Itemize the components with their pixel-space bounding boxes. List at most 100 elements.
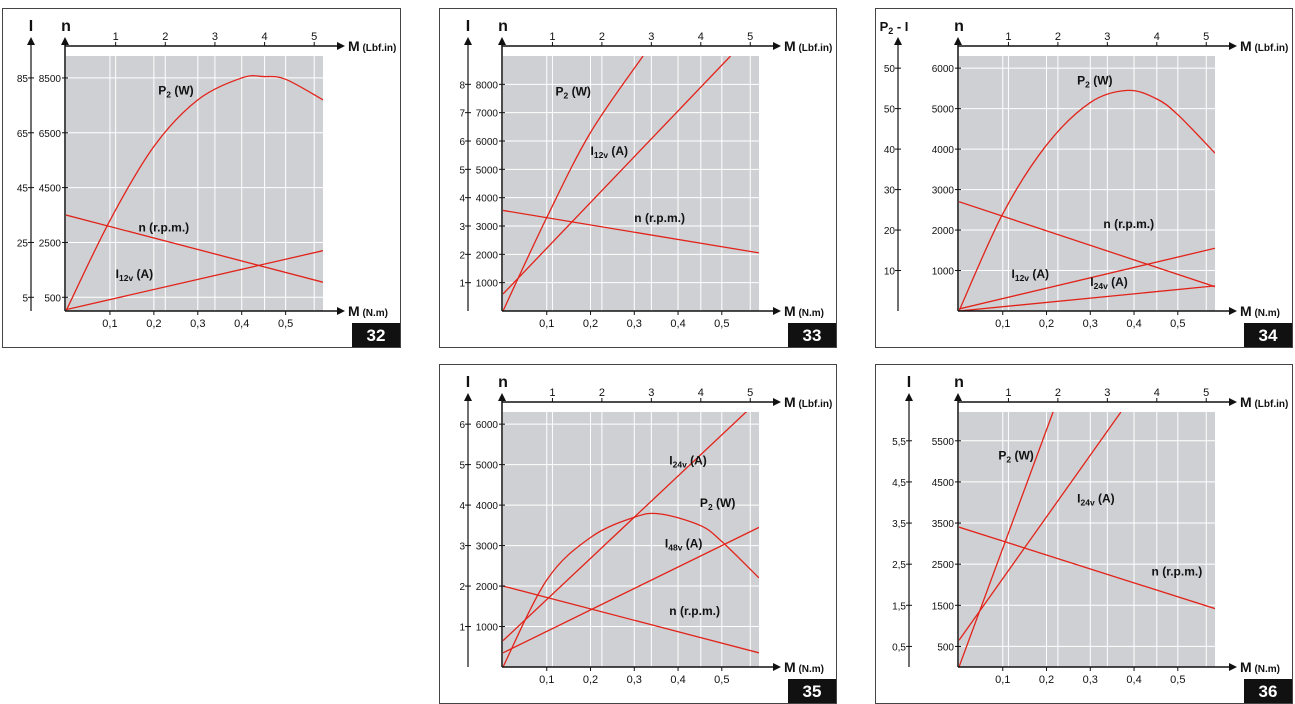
grid xyxy=(66,56,323,311)
bottom-tick-label: 0,4 xyxy=(234,318,249,330)
top-tick-label: 4 xyxy=(698,387,704,399)
figure-badge xyxy=(788,679,836,703)
series-line-p2 xyxy=(959,412,1054,667)
series-label: n (r.p.m.) xyxy=(669,604,720,618)
figure-number: 34 xyxy=(1259,326,1278,345)
series-label: I12v (A) xyxy=(1012,267,1050,283)
series-line-n xyxy=(959,201,1215,288)
top-axis-unit: (Lbf.in) xyxy=(1252,399,1289,410)
n-tick-label: 8000 xyxy=(476,80,499,91)
figure-number: 33 xyxy=(803,326,822,345)
series-group xyxy=(503,412,759,667)
i-tick-label: 5 xyxy=(459,461,465,472)
i-tick-label: 4 xyxy=(459,194,465,205)
top-axis-unit: (Lbf.in) xyxy=(796,399,833,410)
series-label: I24v (A) xyxy=(669,454,707,470)
series-group xyxy=(959,89,1215,311)
bottom-tick-label: 0,1 xyxy=(995,674,1010,686)
series-label: I12v (A) xyxy=(116,267,154,283)
chart-panel-35: n I 1 1000 2 2000 3 3000 4 4000 5 5000 6 6000 0,1 0,2 0,… xyxy=(439,364,837,704)
bottom-axis-name: M xyxy=(784,303,796,319)
i-axis-label: I xyxy=(29,18,33,35)
series-label: P2 (W) xyxy=(158,83,193,99)
i-tick-label: 6 xyxy=(459,420,465,431)
n-tick-label: 500 xyxy=(44,293,61,304)
top-axis-title: M (Lbf.in) xyxy=(348,38,396,54)
i-axis-label: I xyxy=(466,18,470,35)
bottom-axis-unit: (N.m) xyxy=(796,308,824,319)
series-label: P2 (W) xyxy=(700,496,735,512)
axis-arrow-icon xyxy=(954,393,962,401)
bottom-axis-title: M (N.m) xyxy=(348,303,388,319)
n-tick-label: 1000 xyxy=(476,623,499,634)
i-tick-label: 20 xyxy=(884,226,896,237)
i-tick-label: 4 xyxy=(459,501,465,512)
i-tick-label: 1,5 xyxy=(892,601,906,612)
top-tick-label: 3 xyxy=(212,31,218,43)
axis-arrow-icon xyxy=(498,393,506,401)
top-tick-label: 3 xyxy=(648,31,654,43)
i-axis-label: I xyxy=(907,374,911,391)
n-axis-label: n xyxy=(61,18,71,35)
top-axis-name: M xyxy=(1240,38,1252,54)
series-line-i12 xyxy=(503,56,732,295)
n-tick-label: 4000 xyxy=(932,145,955,156)
i-tick-label: 25 xyxy=(17,238,29,249)
top-tick-label: 1 xyxy=(549,387,555,399)
bottom-tick-label: 0,2 xyxy=(146,318,161,330)
top-tick-label: 5 xyxy=(1203,31,1209,43)
n-tick-label: 3500 xyxy=(932,519,955,530)
grid xyxy=(503,56,759,311)
top-tick-label: 4 xyxy=(698,31,704,43)
bottom-tick-label: 0,3 xyxy=(190,318,205,330)
chart-svg: n I 0,5 500 1,5 1500 2,5 2500 3,5 3500 4,5 4500 5,5 5… xyxy=(892,374,1292,703)
bottom-axis-title: M (N.m) xyxy=(1240,659,1280,675)
i-tick-label: 5,5 xyxy=(892,437,906,448)
plot-area xyxy=(959,412,1215,667)
bottom-axis-unit: (N.m) xyxy=(1252,664,1280,675)
axis-arrow-icon xyxy=(1229,398,1237,406)
n-tick-label: 4000 xyxy=(476,501,499,512)
bottom-tick-label: 0,3 xyxy=(627,318,642,330)
figure-badge xyxy=(1244,679,1292,703)
i-tick-label: 85 xyxy=(17,74,29,85)
n-tick-label: 3000 xyxy=(932,186,955,197)
n-tick-label: 5500 xyxy=(932,437,955,448)
bottom-tick-label: 0,1 xyxy=(539,674,554,686)
n-tick-label: 1000 xyxy=(932,267,955,278)
figure-badge xyxy=(352,323,400,347)
bottom-tick-label: 0,4 xyxy=(1126,674,1141,686)
bottom-tick-label: 0,4 xyxy=(670,674,685,686)
chart-panel-32: n I 5 500 25 2500 45 4500 65 6500 85 8500 0,1 0,2 0,3 0… xyxy=(2,8,401,348)
i-tick-label: 4,5 xyxy=(892,478,906,489)
top-tick-label: 5 xyxy=(311,31,317,43)
n-tick-label: 6000 xyxy=(932,64,955,75)
top-axis-name: M xyxy=(784,394,796,410)
i-tick-label: 2 xyxy=(459,582,465,593)
series-label: n (r.p.m.) xyxy=(1103,217,1154,231)
n-tick-label: 5000 xyxy=(932,105,955,116)
series-line-i24 xyxy=(959,285,1215,311)
bottom-tick-label: 0,5 xyxy=(1170,674,1185,686)
n-tick-label: 3000 xyxy=(476,222,499,233)
axis-arrow-icon xyxy=(905,393,913,401)
series-label: n (r.p.m.) xyxy=(138,220,189,234)
top-tick-label: 4 xyxy=(1154,31,1160,43)
n-tick-label: 2000 xyxy=(932,226,955,237)
n-tick-label: 6000 xyxy=(476,137,499,148)
n-tick-label: 6000 xyxy=(476,420,499,431)
top-axis-unit: (Lbf.in) xyxy=(360,43,397,54)
axes xyxy=(894,37,1237,315)
axis-arrow-icon xyxy=(1229,42,1237,50)
n-tick-label: 2500 xyxy=(932,560,955,571)
i-tick-label: 3 xyxy=(459,542,465,553)
series-line-n xyxy=(503,585,759,654)
series-line-i48 xyxy=(503,526,759,654)
plot-area xyxy=(959,56,1215,311)
bottom-axis-name: M xyxy=(1240,659,1252,675)
series-line-i12 xyxy=(66,250,323,311)
axis-arrow-icon xyxy=(894,37,902,45)
top-tick-label: 2 xyxy=(1055,31,1061,43)
top-axis-unit: (Lbf.in) xyxy=(1252,43,1289,54)
